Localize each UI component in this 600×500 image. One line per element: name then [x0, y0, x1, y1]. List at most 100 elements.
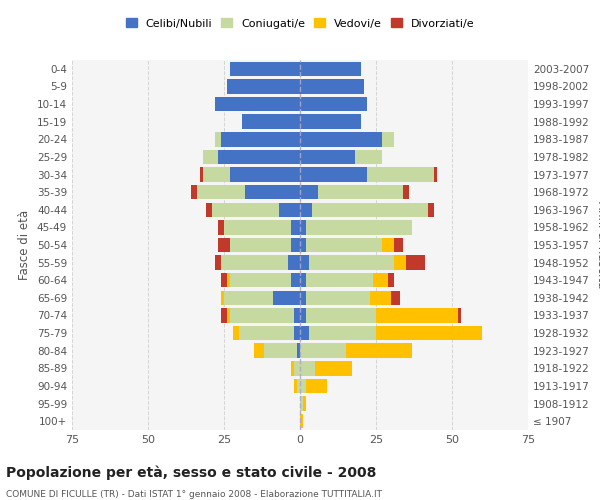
Bar: [309, 326, 376, 340]
Bar: [254, 344, 263, 358]
Bar: [206, 202, 212, 217]
Bar: [355, 150, 382, 164]
Bar: [227, 308, 230, 322]
Bar: [197, 185, 245, 200]
Bar: [312, 202, 428, 217]
Bar: [242, 114, 300, 129]
Bar: [300, 290, 306, 305]
Bar: [300, 414, 303, 428]
Bar: [300, 396, 303, 411]
Bar: [230, 238, 291, 252]
Bar: [218, 220, 224, 234]
Bar: [297, 378, 300, 393]
Bar: [233, 326, 239, 340]
Bar: [239, 326, 294, 340]
Bar: [221, 273, 227, 287]
Bar: [346, 344, 412, 358]
Bar: [227, 273, 230, 287]
Bar: [279, 202, 300, 217]
Bar: [300, 378, 306, 393]
Bar: [272, 290, 300, 305]
Bar: [300, 114, 361, 129]
Bar: [291, 361, 294, 376]
Bar: [367, 168, 434, 181]
Bar: [300, 202, 312, 217]
Bar: [303, 396, 306, 411]
Bar: [215, 132, 221, 146]
Bar: [191, 185, 197, 200]
Bar: [306, 273, 373, 287]
Bar: [227, 79, 300, 94]
Bar: [403, 185, 409, 200]
Bar: [428, 202, 434, 217]
Bar: [306, 290, 370, 305]
Bar: [434, 168, 437, 181]
Bar: [306, 220, 412, 234]
Bar: [306, 238, 382, 252]
Bar: [230, 62, 300, 76]
Bar: [318, 185, 403, 200]
Bar: [300, 238, 306, 252]
Bar: [221, 290, 224, 305]
Bar: [291, 273, 300, 287]
Bar: [294, 308, 300, 322]
Bar: [300, 308, 306, 322]
Bar: [230, 308, 294, 322]
Bar: [394, 238, 403, 252]
Bar: [221, 132, 300, 146]
Bar: [306, 308, 376, 322]
Bar: [300, 361, 315, 376]
Bar: [300, 256, 309, 270]
Bar: [294, 361, 300, 376]
Bar: [245, 185, 300, 200]
Bar: [300, 168, 367, 181]
Y-axis label: Fasce di età: Fasce di età: [19, 210, 31, 280]
Bar: [212, 202, 279, 217]
Bar: [373, 273, 388, 287]
Bar: [215, 256, 221, 270]
Bar: [370, 290, 391, 305]
Bar: [458, 308, 461, 322]
Bar: [300, 273, 306, 287]
Bar: [300, 326, 309, 340]
Bar: [288, 256, 300, 270]
Y-axis label: Anni di nascita: Anni di nascita: [595, 202, 600, 288]
Legend: Celibi/Nubili, Coniugati/e, Vedovi/e, Divorziati/e: Celibi/Nubili, Coniugati/e, Vedovi/e, Di…: [121, 14, 479, 33]
Bar: [294, 378, 297, 393]
Bar: [263, 344, 297, 358]
Bar: [300, 220, 306, 234]
Bar: [300, 344, 346, 358]
Bar: [309, 256, 394, 270]
Bar: [218, 238, 230, 252]
Bar: [218, 150, 300, 164]
Bar: [200, 168, 203, 181]
Bar: [388, 273, 394, 287]
Bar: [294, 326, 300, 340]
Bar: [224, 220, 291, 234]
Bar: [230, 168, 300, 181]
Bar: [406, 256, 425, 270]
Bar: [300, 79, 364, 94]
Bar: [291, 220, 300, 234]
Bar: [300, 62, 361, 76]
Bar: [300, 97, 367, 112]
Bar: [300, 150, 355, 164]
Bar: [215, 97, 300, 112]
Bar: [224, 290, 272, 305]
Bar: [203, 168, 230, 181]
Text: Popolazione per età, sesso e stato civile - 2008: Popolazione per età, sesso e stato civil…: [6, 465, 376, 479]
Bar: [382, 132, 394, 146]
Bar: [394, 256, 406, 270]
Bar: [300, 132, 382, 146]
Text: COMUNE DI FICULLE (TR) - Dati ISTAT 1° gennaio 2008 - Elaborazione TUTTITALIA.IT: COMUNE DI FICULLE (TR) - Dati ISTAT 1° g…: [6, 490, 382, 499]
Bar: [203, 150, 218, 164]
Bar: [291, 238, 300, 252]
Bar: [300, 185, 318, 200]
Bar: [221, 256, 288, 270]
Bar: [376, 326, 482, 340]
Bar: [230, 273, 291, 287]
Bar: [391, 290, 400, 305]
Bar: [221, 308, 227, 322]
Bar: [382, 238, 394, 252]
Bar: [297, 344, 300, 358]
